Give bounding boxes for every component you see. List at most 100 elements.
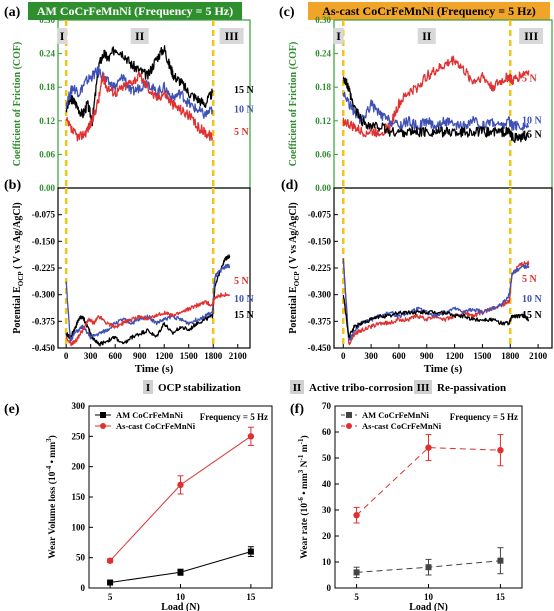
ytick-label-b-1: -0.375 bbox=[32, 316, 56, 326]
series-line-b-2 bbox=[65, 292, 231, 347]
series-label-b-0: 5 N bbox=[234, 276, 250, 287]
series-line-a-1 bbox=[65, 65, 214, 119]
legend-marker-f-0 bbox=[346, 412, 352, 418]
data-point-f-1-1 bbox=[425, 444, 432, 451]
series-label-d-0: 5 N bbox=[522, 274, 538, 285]
phase-legend-text-2: Active tribo-corrosion bbox=[309, 382, 413, 394]
ytick-label-d-4: -0.150 bbox=[308, 236, 332, 246]
chart-title-a: AM CoCrFeMnNi (Frequency = 5 Hz) bbox=[37, 4, 233, 18]
panel-label-f: (f) bbox=[290, 402, 304, 417]
xtick-label-b-1: 300 bbox=[84, 351, 98, 361]
phase-legend: I OCP stabilization II Active tribo-corr… bbox=[143, 380, 506, 394]
ytick-label-c-4: 0.24 bbox=[315, 49, 331, 59]
ytick-label-d-2: -0.300 bbox=[308, 290, 332, 300]
ytick-label-c-0: 0.00 bbox=[315, 183, 331, 193]
data-point-f-0-0 bbox=[353, 569, 360, 576]
series-line-e-1 bbox=[109, 435, 252, 562]
phase-mark-a-0: I bbox=[60, 29, 65, 43]
xtick-label-f-0: 5 bbox=[354, 592, 359, 602]
data-point-e-1-0 bbox=[106, 557, 114, 564]
ytick-label-f-6: 60 bbox=[322, 427, 332, 437]
x-axis-label-f: Load (N) bbox=[409, 602, 448, 611]
x-axis-label-d: Time (s) bbox=[424, 363, 463, 375]
chart-title-c: As-cast CoCrFeMnNi (Frequency = 5 Hz) bbox=[322, 4, 536, 18]
xtick-label-b-5: 1500 bbox=[180, 351, 199, 361]
ytick-label-b-3: -0.225 bbox=[32, 263, 56, 273]
series-line-a-0 bbox=[65, 45, 214, 127]
xtick-label-f-1: 10 bbox=[424, 592, 434, 602]
xtick-label-b-6: 1800 bbox=[204, 351, 223, 361]
chart-e: 0 50 100 150 200 250 300 5 10 15 Load (N) Frequency… bbox=[45, 401, 273, 611]
series-label-b-1: 10 N bbox=[234, 294, 255, 305]
series-line-d-2 bbox=[342, 295, 530, 338]
legend-label-f-1: As-cast CoCrFeMnNi bbox=[362, 421, 442, 431]
phase-mark-box-a-2 bbox=[219, 28, 244, 44]
y-axis-label-b: Potential EOCP ( V vs Ag/AgCl) bbox=[12, 202, 25, 333]
series-line-b-0 bbox=[65, 254, 231, 347]
phase-mark-a-1: II bbox=[135, 29, 145, 43]
ytick-label-e-5: 250 bbox=[72, 431, 86, 441]
data-point-e-0-1 bbox=[177, 569, 184, 576]
panel-label-a: (a) bbox=[4, 5, 21, 20]
ytick-label-f-5: 50 bbox=[322, 453, 332, 463]
y-axis-label-c: Coefficient of Friction (COF) bbox=[288, 42, 299, 167]
panel-label-e: (e) bbox=[4, 402, 20, 417]
ytick-label-b-0: -0.450 bbox=[32, 343, 56, 353]
panel-label-c: (c) bbox=[279, 5, 295, 20]
series-label-a-0: 15 N bbox=[234, 85, 255, 96]
ytick-label-c-5: 0.30 bbox=[315, 15, 331, 25]
ytick-label-d-5: -0.075 bbox=[308, 210, 332, 220]
plot-frame-c bbox=[333, 19, 553, 189]
series-line-f-1 bbox=[356, 447, 501, 516]
legend-label-e-1: As-cast CoCrFeMnNi bbox=[116, 421, 196, 431]
ytick-label-c-2: 0.12 bbox=[315, 116, 331, 126]
data-point-e-1-1 bbox=[177, 481, 184, 489]
ytick-label-e-4: 200 bbox=[72, 462, 86, 472]
ytick-label-b-2: -0.300 bbox=[32, 290, 56, 300]
ytick-label-f-3: 30 bbox=[322, 505, 332, 515]
series-line-c-2 bbox=[342, 76, 530, 143]
legend-marker-e-0 bbox=[100, 412, 106, 418]
data-point-e-1-2 bbox=[247, 433, 255, 440]
xtick-label-d-6: 1800 bbox=[501, 351, 520, 361]
data-point-f-0-1 bbox=[425, 564, 432, 571]
y-axis-label-d: Potential EOCP ( V vs Ag/AgCl) bbox=[288, 202, 301, 333]
series-label-a-2: 5 N bbox=[234, 127, 250, 138]
series-label-c-1: 10 N bbox=[522, 116, 543, 127]
phase-mark-box-c-1 bbox=[417, 28, 436, 44]
xtick-label-e-2: 15 bbox=[246, 592, 256, 602]
xtick-label-d-3: 900 bbox=[420, 351, 434, 361]
y-axis-label-e: Wear Volume loss (10-4 • mm3) bbox=[45, 435, 58, 559]
phase-legend-mark-2: II bbox=[293, 382, 302, 394]
x-axis-label-e: Load (N) bbox=[161, 602, 200, 611]
ytick-label-d-0: -0.450 bbox=[308, 343, 332, 353]
legend-marker-f-1 bbox=[346, 423, 352, 429]
title-banner-c bbox=[308, 2, 550, 20]
xtick-label-d-4: 1200 bbox=[446, 351, 465, 361]
ytick-label-c-3: 0.18 bbox=[315, 82, 331, 92]
xtick-label-b-2: 600 bbox=[108, 351, 122, 361]
phase-mark-c-0: I bbox=[336, 29, 341, 43]
ytick-label-f-4: 40 bbox=[322, 479, 332, 489]
series-line-a-2 bbox=[65, 70, 214, 142]
data-point-f-1-2 bbox=[497, 447, 504, 454]
ytick-label-d-1: -0.375 bbox=[308, 316, 332, 326]
xtick-label-b-4: 1200 bbox=[155, 351, 174, 361]
panel-label-b: (b) bbox=[4, 178, 21, 193]
ytick-label-b-4: -0.150 bbox=[32, 236, 56, 246]
ytick-label-a-3: 0.18 bbox=[39, 82, 55, 92]
series-line-c-0 bbox=[342, 55, 530, 138]
ytick-label-b-5: -0.075 bbox=[32, 210, 56, 220]
phase-mark-a-2: III bbox=[225, 29, 239, 43]
title-banner-a bbox=[28, 2, 242, 20]
phase-legend-text-1: OCP stabilization bbox=[158, 382, 241, 394]
series-line-e-0 bbox=[110, 551, 252, 584]
xtick-label-f-2: 15 bbox=[496, 592, 506, 602]
series-label-d-2: 15 N bbox=[522, 310, 543, 321]
ytick-label-a-1: 0.06 bbox=[39, 149, 55, 159]
xtick-label-d-2: 600 bbox=[392, 351, 406, 361]
panel-label-d: (d) bbox=[281, 178, 298, 193]
ytick-label-d-3: -0.225 bbox=[308, 263, 332, 273]
xtick-label-b-0: 0 bbox=[64, 351, 69, 361]
